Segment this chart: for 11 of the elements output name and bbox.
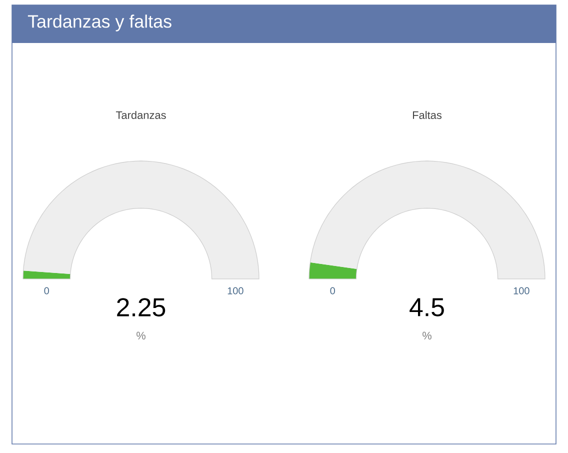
text: % [136, 332, 146, 340]
text: % [422, 332, 432, 340]
text: Tardanzas y faltas [28, 14, 172, 32]
chart-title: Faltas [412, 110, 442, 120]
text: 100 [514, 287, 530, 294]
chart-title: Tardanzas [116, 110, 166, 120]
text: 2.25 [117, 298, 166, 316]
text: 0 [330, 287, 335, 294]
text: 0 [44, 287, 49, 294]
text: 4.5 [410, 298, 444, 316]
text: 100 [228, 287, 244, 294]
